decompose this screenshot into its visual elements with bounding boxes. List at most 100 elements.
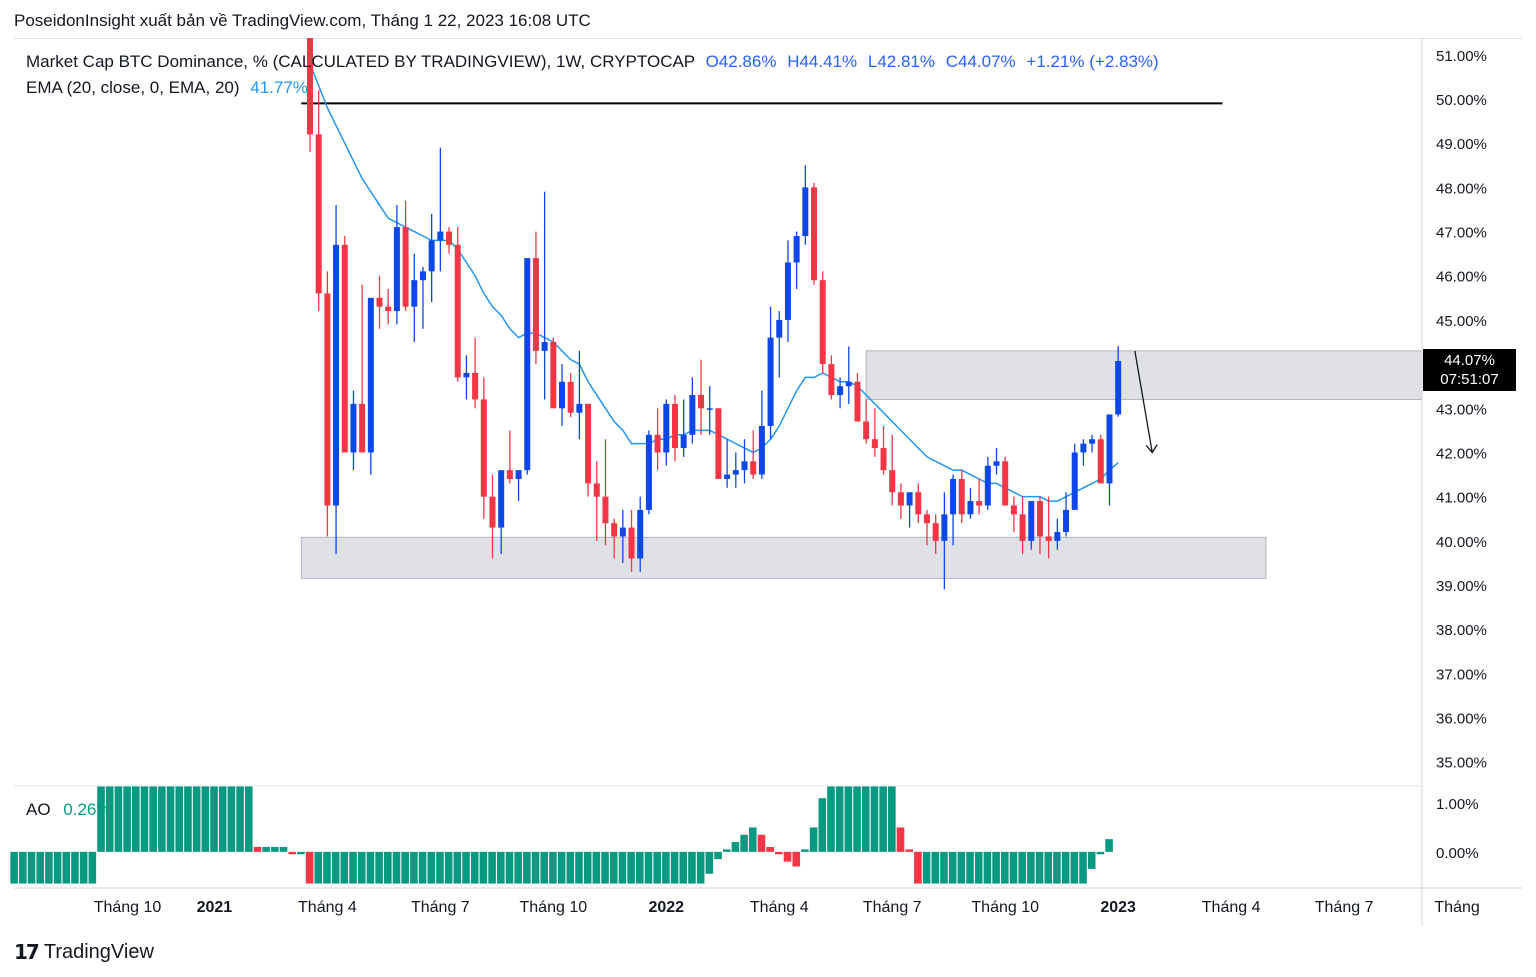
candle: [915, 483, 922, 524]
candle: [750, 430, 757, 479]
candle-body: [906, 492, 913, 506]
price-tick-label: 45.00%: [1436, 313, 1487, 330]
ao-bar: [888, 786, 896, 852]
candle-body: [923, 514, 930, 524]
candle: [1028, 501, 1035, 550]
candle-body: [524, 258, 531, 471]
ao-tick-label: 1.00%: [1436, 796, 1479, 813]
ao-bar: [540, 851, 549, 884]
candle-body: [819, 280, 826, 365]
candle: [1089, 434, 1096, 453]
candle-body: [532, 258, 539, 351]
ao-bar: [792, 851, 801, 867]
ao-bar: [470, 851, 479, 884]
candle-body: [724, 474, 731, 479]
candle: [333, 205, 340, 555]
candle-body: [1019, 514, 1026, 541]
ao-bar: [1096, 851, 1105, 855]
candle-body: [506, 470, 513, 479]
price-tick-label: 41.00%: [1436, 490, 1487, 507]
candle: [758, 390, 765, 479]
candle: [541, 191, 548, 400]
candle-body: [828, 364, 835, 396]
candle: [897, 483, 904, 519]
ao-bar: [462, 851, 470, 884]
candle-body: [376, 297, 383, 307]
ao-bar: [62, 851, 71, 884]
candle: [906, 492, 913, 528]
ao-value: 0.26%: [63, 800, 112, 819]
candle-body: [446, 231, 453, 245]
time-tick-label: Tháng 7: [411, 899, 470, 916]
ao-bar: [905, 849, 914, 852]
candle-body: [341, 244, 348, 453]
ao-bar: [766, 846, 774, 852]
ao-bar: [627, 851, 635, 884]
ao-bar: [940, 851, 948, 884]
ao-bar: [53, 851, 62, 884]
candle-body: [480, 399, 487, 497]
candle-body: [767, 337, 774, 426]
ema-layer: [309, 63, 1119, 502]
candle-body: [454, 244, 461, 378]
ao-bar: [566, 851, 575, 884]
ao-bar: [288, 851, 297, 855]
candle-body: [993, 461, 1000, 466]
tradingview-logo[interactable]: 𝟭𝟳 TradingView: [14, 940, 154, 965]
candle: [828, 355, 835, 400]
candle: [854, 372, 861, 422]
ao-bar: [514, 851, 522, 884]
candle-body: [645, 434, 652, 510]
ao-bar: [679, 851, 688, 884]
ao-bar: [1027, 851, 1035, 884]
price-tick-label: 37.00%: [1436, 666, 1487, 683]
candle-body: [359, 403, 366, 453]
ao-bar: [714, 851, 722, 860]
candle-body: [428, 240, 435, 272]
ao-bar: [1018, 851, 1026, 884]
candle-body: [367, 297, 374, 453]
candle: [932, 514, 939, 555]
ao-bar: [983, 851, 992, 884]
ao-bar: [496, 851, 505, 884]
candle-body: [698, 395, 705, 409]
ao-bar: [1070, 851, 1079, 884]
ao-bar: [392, 851, 401, 884]
ao-bar: [132, 786, 140, 852]
candle-body: [1063, 509, 1070, 532]
ao-bar: [922, 851, 931, 884]
ao-bar: [609, 851, 618, 884]
candle: [863, 399, 870, 444]
ao-bar: [158, 786, 166, 852]
candle: [559, 364, 566, 426]
ao-bar: [757, 834, 766, 852]
ao-bar: [844, 786, 853, 852]
ao-bar: [948, 851, 957, 884]
candle: [1080, 439, 1087, 466]
candle: [889, 434, 896, 506]
candle: [784, 240, 791, 343]
ao-bar: [488, 851, 496, 884]
ao-bar: [618, 851, 627, 884]
candle-body: [984, 465, 991, 506]
candle: [628, 509, 635, 572]
ao-bar: [323, 851, 331, 884]
candle-body: [619, 527, 626, 537]
candle: [437, 147, 444, 272]
ao-bar: [253, 846, 262, 852]
ao-bar: [201, 786, 210, 852]
ao-bar: [731, 842, 740, 852]
ao-bar: [357, 851, 366, 884]
candle: [958, 470, 965, 524]
ao-bar: [436, 851, 444, 884]
ao-bar: [444, 851, 453, 884]
candle: [602, 439, 609, 546]
candle: [698, 359, 705, 435]
candle-body: [793, 235, 800, 263]
ao-bar: [166, 786, 175, 852]
candle: [419, 266, 426, 329]
ao-bar: [244, 786, 253, 852]
ao-bar: [71, 851, 79, 884]
candle-body: [602, 496, 609, 524]
